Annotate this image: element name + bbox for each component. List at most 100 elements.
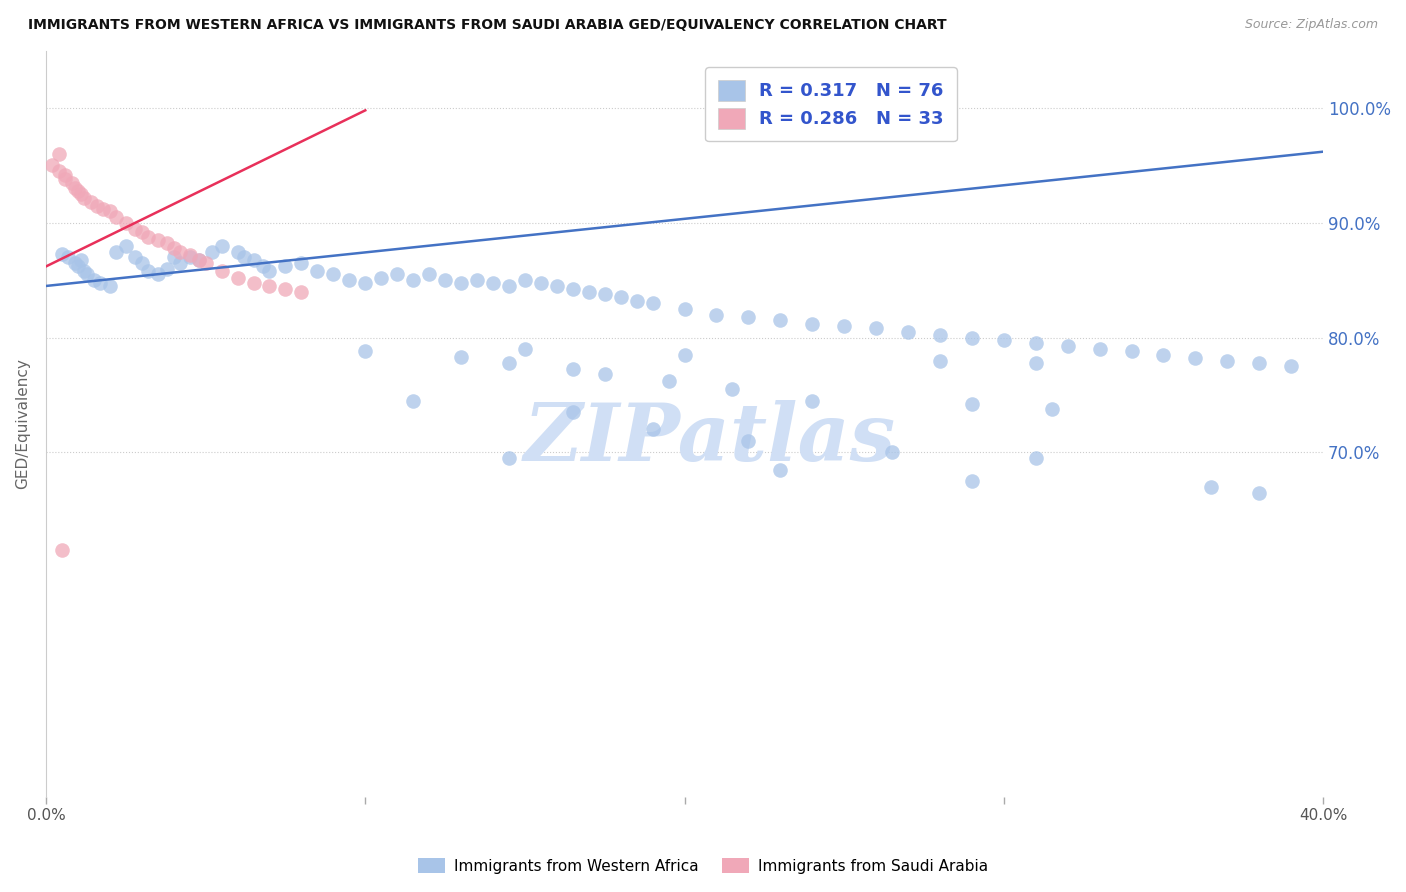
Point	[626, 293, 648, 308]
Point	[1040, 401, 1063, 416]
Point	[561, 361, 583, 376]
Point	[169, 244, 191, 259]
Point	[706, 308, 728, 322]
Point	[211, 264, 233, 278]
Point	[156, 261, 179, 276]
Point	[385, 268, 408, 282]
Point	[136, 229, 159, 244]
Point	[194, 256, 217, 270]
Point	[593, 287, 616, 301]
Point	[156, 236, 179, 251]
Point	[79, 195, 101, 210]
Point	[53, 172, 76, 186]
Point	[370, 271, 392, 285]
Point	[163, 250, 186, 264]
Point	[801, 393, 824, 408]
Y-axis label: GED/Equivalency: GED/Equivalency	[15, 359, 30, 489]
Point	[960, 474, 983, 488]
Point	[226, 271, 249, 285]
Point	[498, 279, 520, 293]
Point	[307, 264, 329, 278]
Point	[561, 405, 583, 419]
Point	[98, 204, 121, 219]
Point	[658, 374, 681, 388]
Point	[513, 342, 536, 356]
Point	[60, 176, 83, 190]
Point	[290, 285, 312, 299]
Point	[63, 181, 86, 195]
Point	[232, 250, 254, 264]
Point	[865, 321, 887, 335]
Point	[641, 296, 664, 310]
Point	[66, 184, 89, 198]
Point	[769, 313, 792, 327]
Point	[1025, 356, 1047, 370]
Point	[561, 282, 583, 296]
Point	[242, 252, 264, 267]
Point	[960, 330, 983, 344]
Point	[993, 333, 1015, 347]
Point	[114, 216, 136, 230]
Point	[86, 199, 108, 213]
Point	[188, 252, 211, 267]
Point	[242, 276, 264, 290]
Point	[354, 276, 377, 290]
Legend: Immigrants from Western Africa, Immigrants from Saudi Arabia: Immigrants from Western Africa, Immigran…	[412, 852, 994, 880]
Point	[897, 325, 920, 339]
Point	[73, 191, 96, 205]
Point	[131, 256, 153, 270]
Point	[322, 268, 344, 282]
Point	[98, 279, 121, 293]
Point	[609, 290, 631, 304]
Point	[51, 543, 73, 558]
Point	[252, 260, 274, 274]
Point	[51, 247, 73, 261]
Point	[498, 451, 520, 466]
Text: Source: ZipAtlas.com: Source: ZipAtlas.com	[1244, 18, 1378, 31]
Point	[188, 252, 211, 267]
Point	[211, 239, 233, 253]
Point	[1153, 348, 1175, 362]
Point	[578, 285, 600, 299]
Point	[929, 328, 952, 343]
Point	[673, 301, 696, 316]
Point	[105, 210, 128, 224]
Point	[1056, 338, 1078, 352]
Point	[114, 239, 136, 253]
Point	[721, 382, 744, 396]
Point	[259, 279, 281, 293]
Point	[1279, 359, 1302, 374]
Point	[1088, 342, 1111, 356]
Point	[48, 164, 70, 178]
Point	[163, 241, 186, 255]
Point	[402, 273, 425, 287]
Point	[93, 202, 115, 216]
Point	[1184, 351, 1206, 366]
Point	[513, 273, 536, 287]
Point	[259, 264, 281, 278]
Point	[201, 244, 224, 259]
Point	[593, 368, 616, 382]
Point	[169, 256, 191, 270]
Point	[450, 276, 472, 290]
Point	[402, 393, 425, 408]
Point	[105, 244, 128, 259]
Point	[179, 248, 201, 262]
Point	[465, 273, 488, 287]
Point	[832, 319, 855, 334]
Point	[450, 350, 472, 364]
Point	[70, 252, 93, 267]
Point	[48, 147, 70, 161]
Text: IMMIGRANTS FROM WESTERN AFRICA VS IMMIGRANTS FROM SAUDI ARABIA GED/EQUIVALENCY C: IMMIGRANTS FROM WESTERN AFRICA VS IMMIGR…	[28, 18, 946, 32]
Point	[63, 256, 86, 270]
Point	[337, 273, 360, 287]
Point	[1025, 451, 1047, 466]
Point	[960, 397, 983, 411]
Point	[801, 317, 824, 331]
Point	[146, 233, 169, 247]
Point	[290, 256, 312, 270]
Point	[737, 434, 759, 448]
Point	[41, 158, 63, 172]
Point	[58, 250, 80, 264]
Point	[546, 279, 568, 293]
